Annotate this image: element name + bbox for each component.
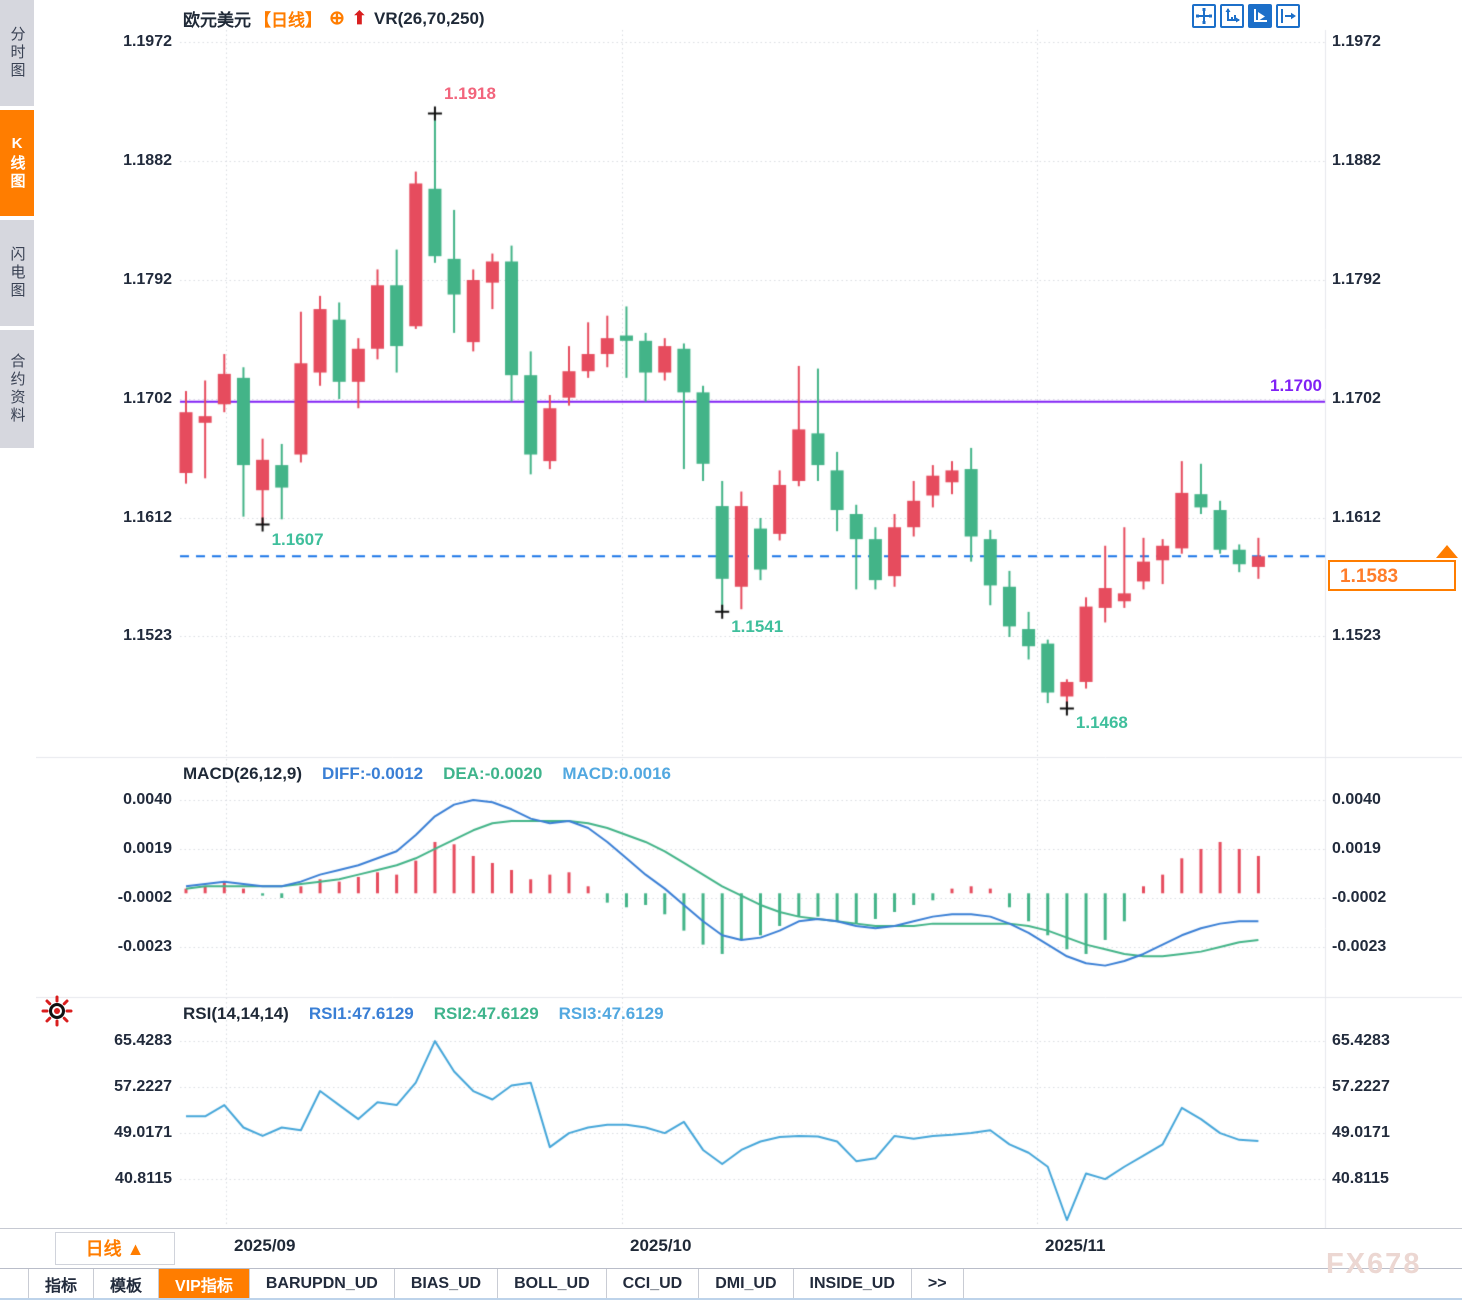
bottom-tab-9[interactable]: INSIDE_UD (794, 1269, 912, 1298)
axis-scale-icon[interactable] (1220, 4, 1244, 28)
sidebar-tab-4[interactable]: 合约资料 (0, 330, 34, 448)
macd-y-label: -0.0002 (1332, 888, 1387, 906)
triangle-up-icon: ▲ (126, 1239, 145, 1259)
main-y-label: 1.1702 (1332, 389, 1381, 407)
macd-dea-value: DEA:-0.0020 (443, 764, 543, 783)
x-axis-label-2025/09: 2025/09 (234, 1236, 296, 1255)
rsi3-value: RSI3:47.6129 (558, 1004, 664, 1023)
left-sidebar: 分时图 K线图闪电图合约资料 (0, 0, 36, 1228)
circle-plus-icon[interactable]: ⊕ (329, 8, 345, 29)
main-y-label: 1.1792 (123, 270, 172, 288)
macd-y-label: -0.0023 (117, 937, 172, 955)
macd-diff-value: DIFF:-0.0012 (322, 764, 424, 783)
price-annotation-1.1607: 1.1607 (271, 529, 324, 549)
macd-y-label: 0.0040 (123, 790, 172, 808)
rsi-y-label: 49.0171 (1332, 1124, 1390, 1142)
price-up-triangle-icon (1436, 545, 1458, 559)
time-axis-row: 日线 ▲ 2025/09 2025/10 2025/11 (0, 1228, 1462, 1268)
main-y-label: 1.1523 (1332, 626, 1381, 644)
bottom-tab-2[interactable]: 模板 (94, 1269, 160, 1298)
sidebar-tab-1[interactable]: 分时图 (0, 0, 34, 106)
bottom-tab-1[interactable]: 指标 (29, 1269, 95, 1298)
rsi-y-label: 57.2227 (114, 1078, 172, 1095)
bottom-tab-10[interactable]: >> (912, 1269, 964, 1298)
rsi-y-label: 65.4283 (1332, 1032, 1390, 1049)
crosshair-move-icon[interactable] (1192, 4, 1216, 28)
rsi-y-label: 40.8115 (1332, 1170, 1389, 1188)
instrument-name: 欧元美元 (183, 11, 251, 30)
bottom-tab-8[interactable]: DMI_UD (699, 1269, 794, 1298)
sun-indicator-icon[interactable] (40, 994, 74, 1033)
macd-y-label: -0.0002 (117, 888, 172, 906)
up-arrow-icon: ⬆ (351, 8, 368, 28)
exit-right-icon[interactable] (1276, 4, 1300, 28)
bottom-tab-5[interactable]: BIAS_UD (395, 1269, 499, 1298)
price-annotation-1.1468: 1.1468 (1075, 713, 1128, 733)
chart-title-bar: 欧元美元 【日线】 ⊕ ⬆ VR(26,70,250) (183, 6, 485, 31)
period-label: 日线 (85, 1239, 122, 1259)
main-y-label: 1.1882 (123, 151, 172, 169)
macd-y-label: 0.0019 (123, 839, 172, 857)
rsi-y-label: 65.4283 (114, 1032, 172, 1049)
indicator-tab-bar: 指标 模板 VIP指标 BARUPDN_UD BIAS_UD BOLL_UD CCI_UD D… (0, 1268, 1462, 1300)
rsi-y-label: 49.0171 (114, 1124, 172, 1142)
bottom-tab-4[interactable]: BARUPDN_UD (250, 1269, 395, 1298)
main-y-label: 1.1972 (1332, 33, 1381, 50)
macd-header: MACD(26,12,9) DIFF:-0.0012 DEA:-0.0020 M… (183, 764, 671, 784)
sidebar-tab-2[interactable]: K线图 (0, 110, 34, 216)
resistance-level-label: 1.1700 (1270, 375, 1322, 395)
x-axis-label-2025/10: 2025/10 (630, 1236, 692, 1255)
main-y-label: 1.1523 (123, 626, 172, 644)
watermark: FX678 (1326, 1248, 1422, 1280)
tab-bar-lead-cell (0, 1269, 29, 1298)
macd-y-label: -0.0023 (1332, 937, 1387, 955)
rsi2-value: RSI2:47.6129 (433, 1004, 539, 1023)
rsi-header: RSI(14,14,14) RSI1:47.6129 RSI2:47.6129 … (183, 1004, 664, 1024)
bottom-tab-3[interactable]: VIP指标 (159, 1269, 250, 1298)
price-annotation-1.1541: 1.1541 (731, 616, 784, 636)
bottom-tab-7[interactable]: CCI_UD (607, 1269, 700, 1298)
price-annotation-1.1918: 1.1918 (443, 84, 496, 104)
rsi-y-label: 57.2227 (1332, 1078, 1390, 1095)
chart-toolbar (1192, 4, 1300, 28)
rsi-y-label: 40.8115 (115, 1170, 172, 1188)
macd-y-label: 0.0019 (1332, 839, 1381, 857)
indicator-label: VR(26,70,250) (374, 8, 485, 28)
main-y-label: 1.1792 (1332, 270, 1381, 288)
main-y-label: 1.1612 (1332, 508, 1381, 526)
main-y-label: 1.1882 (1332, 151, 1381, 169)
main-y-label: 1.1972 (123, 33, 172, 50)
bottom-tab-6[interactable]: BOLL_UD (498, 1269, 607, 1298)
macd-y-label: 0.0040 (1332, 790, 1381, 808)
rsi1-value: RSI1:47.6129 (308, 1004, 414, 1023)
period-tag[interactable]: 【日线】 (254, 11, 322, 30)
macd-macd-value: MACD:0.0016 (562, 764, 672, 783)
x-axis-label-2025/11: 2025/11 (1045, 1236, 1106, 1255)
sidebar-tab-3[interactable]: 闪电图 (0, 220, 34, 326)
axis-play-icon[interactable] (1248, 4, 1272, 28)
main-y-label: 1.1702 (123, 389, 172, 407)
rsi-params: RSI(14,14,14) (183, 1004, 289, 1023)
period-selector[interactable]: 日线 ▲ (55, 1232, 175, 1265)
current-price-badge: 1.1583 (1328, 560, 1456, 592)
macd-params: MACD(26,12,9) (183, 764, 303, 783)
main-y-label: 1.1612 (123, 508, 172, 526)
